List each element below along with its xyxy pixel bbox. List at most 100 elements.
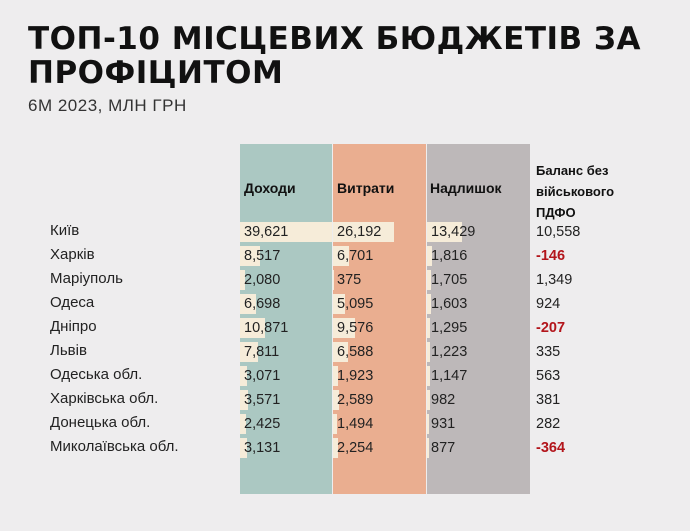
- expenses-cell: 2,254: [333, 438, 426, 458]
- surplus-bar: [427, 414, 429, 434]
- surplus-cell: 1,147: [427, 366, 530, 386]
- income-cell: 10,871: [240, 318, 332, 338]
- surplus-value: 1,295: [431, 320, 468, 336]
- surplus-value: 1,147: [431, 368, 468, 384]
- balance-value: 1,349: [536, 272, 573, 288]
- surplus-cell: 1,603: [427, 294, 530, 314]
- income-cell: 3,571: [240, 390, 332, 410]
- surplus-header: Надлишок: [430, 180, 502, 196]
- expenses-value: 2,589: [337, 392, 374, 408]
- city-label: Харків: [50, 246, 95, 263]
- expenses-cell: 9,576: [333, 318, 426, 338]
- table-row: Дніпро 10,871 9,576 1,295 -207: [0, 318, 690, 342]
- table-row: Донецька обл. 2,425 1,494 931 282: [0, 414, 690, 438]
- expenses-value: 2,254: [337, 440, 374, 456]
- income-cell: 2,425: [240, 414, 332, 434]
- expenses-bar: [333, 390, 339, 410]
- income-bar: [240, 294, 256, 314]
- table-row: Харків 8,517 6,701 1,816 -146: [0, 246, 690, 270]
- expenses-value: 1,923: [337, 368, 374, 384]
- income-value: 39,621: [244, 224, 289, 240]
- income-value: 6,698: [244, 296, 281, 312]
- balance-value: 924: [536, 296, 561, 312]
- surplus-value: 13,429: [431, 224, 476, 240]
- city-label: Донецька обл.: [50, 414, 151, 431]
- city-label: Миколаївська обл.: [50, 438, 179, 455]
- income-value: 2,425: [244, 416, 281, 432]
- expenses-cell: 6,588: [333, 342, 426, 362]
- income-bar: [240, 438, 247, 458]
- surplus-cell: 877: [427, 438, 530, 458]
- balance-value: 563: [536, 368, 561, 384]
- income-bar: [240, 414, 246, 434]
- expenses-bar: [333, 246, 349, 266]
- expenses-cell: 1,923: [333, 366, 426, 386]
- expenses-value: 6,701: [337, 248, 374, 264]
- surplus-cell: 931: [427, 414, 530, 434]
- surplus-value: 877: [431, 440, 456, 456]
- expenses-bar: [333, 318, 355, 338]
- surplus-cell: 1,705: [427, 270, 530, 290]
- surplus-cell: 1,223: [427, 342, 530, 362]
- balance-value: 282: [536, 416, 561, 432]
- surplus-value: 1,603: [431, 296, 468, 312]
- surplus-cell: 982: [427, 390, 530, 410]
- surplus-cell: 1,816: [427, 246, 530, 266]
- surplus-bar: [427, 390, 430, 410]
- income-value: 8,517: [244, 248, 281, 264]
- table-row: Одеса 6,698 5,095 1,603 924: [0, 294, 690, 318]
- expenses-bar: [333, 270, 334, 290]
- surplus-value: 982: [431, 392, 456, 408]
- table-row: Харківська обл. 3,571 2,589 982 381: [0, 390, 690, 414]
- expenses-value: 375: [337, 272, 362, 288]
- surplus-value: 1,816: [431, 248, 468, 264]
- surplus-column-bg: [427, 144, 530, 494]
- surplus-bar: [427, 318, 430, 338]
- income-bar: [240, 270, 245, 290]
- expenses-cell: 375: [333, 270, 426, 290]
- surplus-value: 1,223: [431, 344, 468, 360]
- expenses-cell: 5,095: [333, 294, 426, 314]
- city-label: Львів: [50, 342, 87, 359]
- expenses-value: 5,095: [337, 296, 374, 312]
- balance-value: -207: [536, 320, 566, 336]
- table-row: Київ 39,621 26,192 13,429 10,558: [0, 222, 690, 246]
- balance-value: -146: [536, 248, 566, 264]
- surplus-bar: [427, 222, 462, 242]
- expenses-bar: [333, 438, 338, 458]
- surplus-bar: [427, 366, 430, 386]
- surplus-value: 1,705: [431, 272, 468, 288]
- balance-header-line-1: Баланс без: [536, 163, 609, 178]
- expenses-cell: 6,701: [333, 246, 426, 266]
- surplus-cell: 1,295: [427, 318, 530, 338]
- income-value: 2,080: [244, 272, 281, 288]
- table-row: Львів 7,811 6,588 1,223 335: [0, 342, 690, 366]
- expenses-value: 6,588: [337, 344, 374, 360]
- expenses-bar: [333, 414, 337, 434]
- income-bar: [240, 222, 332, 242]
- city-label: Одеська обл.: [50, 366, 143, 383]
- income-cell: 7,811: [240, 342, 332, 362]
- surplus-bar: [427, 342, 430, 362]
- expenses-cell: 1,494: [333, 414, 426, 434]
- expenses-bar: [333, 222, 394, 242]
- table-row: Миколаївська обл. 3,131 2,254 877 -364: [0, 438, 690, 462]
- income-cell: 6,698: [240, 294, 332, 314]
- expenses-cell: 2,589: [333, 390, 426, 410]
- income-cell: 2,080: [240, 270, 332, 290]
- table-row: Маріуполь 2,080 375 1,705 1,349: [0, 270, 690, 294]
- income-value: 3,071: [244, 368, 281, 384]
- page-subtitle: 6М 2023, МЛН ГРН: [28, 96, 187, 115]
- page-title: ТОП-10 МІСЦЕВИХ БЮДЖЕТІВ ЗА ПРОФІЦИТОМ: [28, 21, 641, 91]
- income-bar: [240, 390, 248, 410]
- surplus-bar: [427, 270, 431, 290]
- balance-value: -364: [536, 440, 566, 456]
- surplus-cell: 13,429: [427, 222, 530, 242]
- city-label: Харківська обл.: [50, 390, 159, 407]
- income-cell: 8,517: [240, 246, 332, 266]
- income-cell: 39,621: [240, 222, 332, 242]
- expenses-value: 1,494: [337, 416, 374, 432]
- income-header: Доходи: [244, 180, 296, 196]
- income-value: 10,871: [244, 320, 289, 336]
- income-value: 3,131: [244, 440, 281, 456]
